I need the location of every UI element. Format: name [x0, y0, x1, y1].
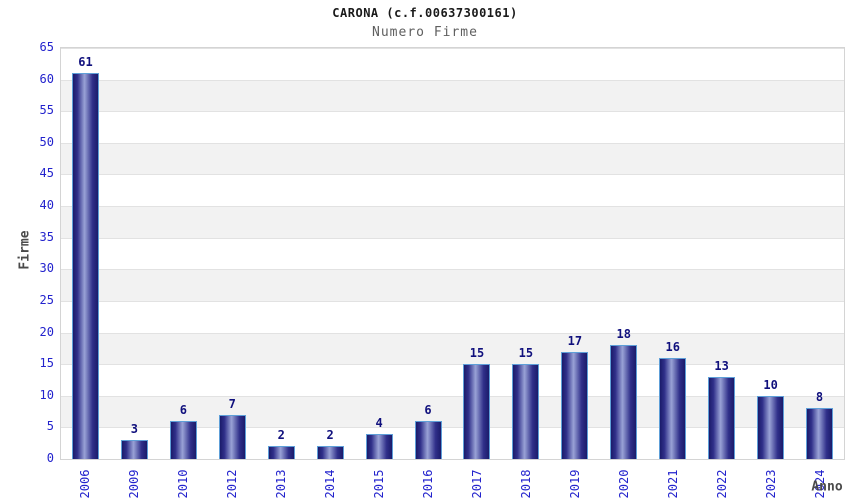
x-tick-label: 2009: [127, 469, 142, 499]
bar-value-label: 3: [130, 422, 139, 437]
bar-2017: [463, 364, 491, 459]
bar-value-label: 18: [616, 327, 632, 342]
bar-value-label: 15: [518, 346, 534, 361]
x-tick-label: 2021: [665, 469, 680, 499]
x-tick-label: 2019: [567, 469, 582, 499]
chart-title: CARONA (c.f.00637300161): [332, 6, 518, 20]
grid-band: [61, 237, 844, 270]
grid-band: [61, 332, 844, 365]
grid-line: [61, 395, 844, 397]
y-tick-label: 35: [39, 229, 54, 244]
bar-value-label: 15: [469, 346, 485, 361]
grid-band: [61, 300, 844, 333]
grid-band: [61, 111, 844, 143]
y-tick-label: 5: [46, 419, 54, 434]
bar-2021: [659, 357, 687, 459]
bar-value-label: 16: [665, 339, 680, 354]
bar-value-label: 4: [375, 415, 383, 430]
bar-value-label: 8: [815, 390, 824, 405]
grid-band: [61, 174, 844, 207]
x-tick-label: 2012: [225, 469, 240, 499]
grid-band: [61, 206, 844, 238]
x-tick-label: 2016: [421, 469, 436, 499]
grid-band: [61, 269, 844, 301]
bar-2009: [120, 440, 148, 459]
x-tick-label: 2022: [714, 469, 729, 499]
bar-2022: [708, 376, 736, 459]
y-tick-label: 45: [39, 166, 54, 181]
y-tick-label: 40: [39, 198, 54, 213]
plot-area: [60, 47, 845, 460]
x-tick-label: 2013: [274, 469, 289, 499]
y-tick-label: 55: [39, 103, 54, 118]
bar-value-label: 7: [228, 396, 236, 411]
grid-line: [61, 174, 844, 176]
bar-2012: [218, 414, 246, 459]
grid-line: [61, 332, 844, 334]
y-tick-label: 25: [39, 292, 54, 307]
grid-line: [61, 206, 844, 208]
bar-2013: [267, 446, 295, 459]
y-tick-label: 20: [39, 324, 54, 339]
x-tick-label: 2018: [518, 469, 533, 499]
bar-2024: [806, 408, 834, 459]
grid-line: [61, 300, 844, 302]
grid-line: [61, 269, 844, 271]
grid-line: [61, 142, 844, 144]
bar-value-label: 2: [277, 428, 285, 443]
grid-line: [61, 111, 844, 113]
bar-2019: [561, 351, 589, 459]
bar-2014: [316, 446, 344, 459]
x-tick-label: 2020: [616, 469, 631, 499]
bar-value-label: 13: [714, 358, 729, 373]
bar-value-label: 10: [763, 377, 778, 392]
bar-2016: [414, 421, 442, 459]
bar-2015: [365, 433, 393, 459]
grid-line: [61, 79, 844, 81]
chart-subtitle: Numero Firme: [372, 25, 478, 40]
y-tick-label: 10: [39, 387, 54, 402]
y-tick-label: 0: [46, 451, 54, 465]
bar-value-label: 17: [567, 333, 583, 348]
x-tick-label: 2023: [763, 469, 778, 499]
y-axis-title: Firme: [17, 230, 33, 270]
grid-band: [61, 48, 844, 80]
y-tick-label: 50: [39, 134, 54, 149]
grid-line: [61, 237, 844, 239]
x-tick-label: 2006: [78, 469, 93, 499]
bar-2010: [169, 421, 197, 459]
bar-2023: [757, 395, 785, 459]
y-tick-label: 30: [39, 261, 54, 276]
grid-band: [61, 142, 844, 175]
grid-line: [61, 427, 844, 429]
bar-value-label: 6: [424, 403, 432, 418]
x-tick-label: 2010: [176, 469, 191, 499]
y-tick-label: 60: [39, 71, 54, 86]
bar-2006: [71, 73, 99, 459]
x-tick-label: 2014: [323, 469, 338, 499]
bar-value-label: 61: [78, 55, 93, 70]
bar-2020: [610, 345, 638, 459]
y-tick-label: 65: [39, 40, 54, 54]
x-axis-title: Anno: [811, 479, 843, 495]
y-tick-label: 15: [39, 356, 54, 371]
grid-band: [61, 79, 844, 112]
bar-2018: [512, 364, 540, 459]
x-tick-label: 2015: [372, 469, 387, 499]
grid-line: [61, 364, 844, 366]
grid-line: [61, 48, 844, 49]
x-tick-label: 2017: [469, 469, 484, 499]
bar-value-label: 2: [326, 428, 334, 443]
bar-value-label: 6: [179, 403, 187, 418]
